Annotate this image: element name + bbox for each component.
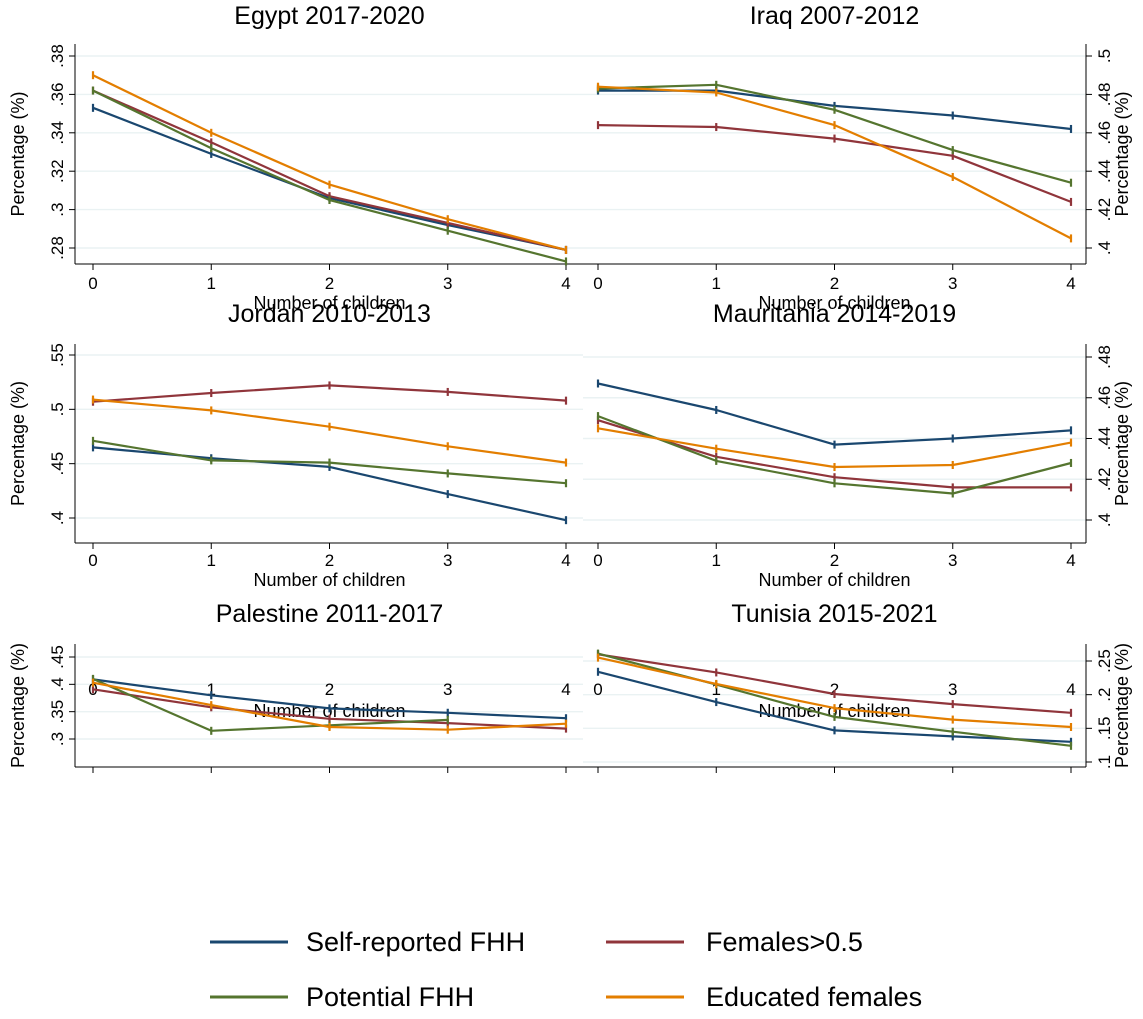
panel-iraq: .4 .42 .44 .46 .48 .5 Percentage (%) 0 1 2 3 4 Numbe… (583, 2, 1132, 313)
y-tick-label: .38 (48, 44, 67, 68)
y-tick-label: .4 (48, 677, 67, 691)
y-tick-label: .35 (48, 700, 67, 724)
x-tick-label: 3 (948, 274, 957, 293)
legend-item: Self-reported FHH (210, 927, 525, 957)
y-tick-label: .4 (48, 511, 67, 525)
series-line (92, 106, 567, 251)
x-axis-title: Number of children (253, 293, 405, 313)
panel-title: Egypt 2017-2020 (234, 2, 424, 30)
x-tick-label: 2 (830, 274, 839, 293)
panel-title: Iraq 2007-2012 (750, 2, 920, 30)
x-tick-label: 0 (88, 551, 97, 570)
panel-egypt: .28 .3 .32 .34 .36 .38 Percentage (%) 0 1 2 3 4 Numb… (8, 2, 583, 313)
x-tick-label: 4 (1066, 274, 1075, 293)
y-tick-label: .28 (48, 236, 67, 260)
x-tick-label: 1 (712, 680, 721, 699)
panel-jordan: .4 .45 .5 .55 Percentage (%) 0 1 2 3 4 Number of c… (8, 300, 583, 590)
y-tick-label: .48 (1095, 83, 1114, 107)
y-axis-title: Percentage (%) (8, 91, 28, 216)
y-tick-label: .48 (1095, 345, 1114, 369)
series-line (92, 89, 567, 251)
panel-title: Jordan 2010-2013 (228, 300, 431, 328)
y-tick-label: .1 (1095, 755, 1114, 769)
x-tick-label: 2 (325, 551, 334, 570)
legend-label: Females>0.5 (706, 927, 863, 957)
y-tick-label: .2 (1095, 688, 1114, 702)
x-axis-title: Number of children (758, 570, 910, 590)
x-tick-label: 0 (593, 680, 602, 699)
series-line (92, 74, 567, 251)
x-tick-label: 4 (561, 274, 570, 293)
y-tick-label: .46 (1095, 121, 1114, 145)
x-tick-label: 2 (830, 680, 839, 699)
y-tick-label: .15 (1095, 717, 1114, 741)
y-tick-label: .42 (1095, 198, 1114, 222)
y-tick-label: .44 (1095, 427, 1114, 451)
x-tick-label: 2 (830, 551, 839, 570)
x-tick-label: 4 (561, 551, 570, 570)
x-tick-label: 4 (1066, 551, 1075, 570)
x-tick-label: 1 (207, 680, 216, 699)
y-axis-title: Percentage (%) (1112, 91, 1132, 216)
x-tick-label: 3 (443, 274, 452, 293)
x-tick-label: 3 (443, 551, 452, 570)
x-tick-label: 4 (1066, 680, 1075, 699)
panel-title: Palestine 2011-2017 (216, 600, 444, 628)
panel-title: Tunisia 2015-2021 (731, 600, 937, 628)
x-axis-title: Number of children (253, 570, 405, 590)
y-tick-label: .3 (48, 203, 67, 217)
x-tick-label: 4 (561, 680, 570, 699)
x-tick-label: 0 (593, 551, 602, 570)
legend-item: Females>0.5 (606, 927, 863, 957)
panel-title: Mauritania 2014-2019 (713, 300, 956, 328)
panel-mauritania: .4 .42 .44 .46 .48 Percentage (%) 0 1 2 3 4 Number … (583, 300, 1132, 590)
legend: Self-reported FHH Females>0.5 Potential FH… (210, 927, 922, 1012)
legend-item: Educated females (606, 982, 922, 1012)
x-tick-label: 1 (207, 274, 216, 293)
y-tick-label: .25 (1095, 649, 1114, 673)
y-axis-title: Percentage (%) (8, 381, 28, 506)
y-axis-title: Percentage (%) (1112, 381, 1132, 506)
x-tick-label: 1 (207, 551, 216, 570)
y-tick-label: .4 (1095, 513, 1114, 527)
y-tick-label: .42 (1095, 467, 1114, 491)
x-axis-title: Number of children (758, 293, 910, 313)
y-tick-label: .55 (48, 343, 67, 367)
legend-item: Potential FHH (210, 982, 474, 1012)
y-axis-title: Percentage (%) (1112, 643, 1132, 768)
series-line (597, 83, 1072, 184)
x-tick-label: 3 (443, 680, 452, 699)
y-tick-label: .45 (48, 452, 67, 476)
x-tick-label: 1 (712, 274, 721, 293)
x-tick-label: 0 (88, 274, 97, 293)
series-line (597, 382, 1072, 446)
y-tick-label: .45 (48, 645, 67, 669)
y-tick-label: .46 (1095, 386, 1114, 410)
y-tick-label: .3 (48, 732, 67, 746)
y-tick-label: .36 (48, 83, 67, 107)
y-axis-title: Percentage (%) (8, 643, 28, 768)
legend-label: Self-reported FHH (306, 927, 525, 957)
legend-label: Educated females (706, 982, 922, 1012)
y-tick-label: .34 (48, 121, 67, 145)
x-tick-label: 2 (325, 274, 334, 293)
x-tick-label: 3 (948, 680, 957, 699)
y-tick-label: .32 (48, 159, 67, 183)
y-tick-label: .5 (48, 402, 67, 416)
legend-label: Potential FHH (306, 982, 474, 1012)
x-tick-label: 2 (325, 680, 334, 699)
x-tick-label: 0 (593, 274, 602, 293)
y-tick-label: .44 (1095, 159, 1114, 183)
x-tick-label: 1 (712, 551, 721, 570)
y-tick-label: .5 (1095, 49, 1114, 63)
x-tick-label: 3 (948, 551, 957, 570)
series-line (92, 677, 448, 732)
series-line (92, 446, 567, 522)
y-tick-label: .4 (1095, 241, 1114, 255)
